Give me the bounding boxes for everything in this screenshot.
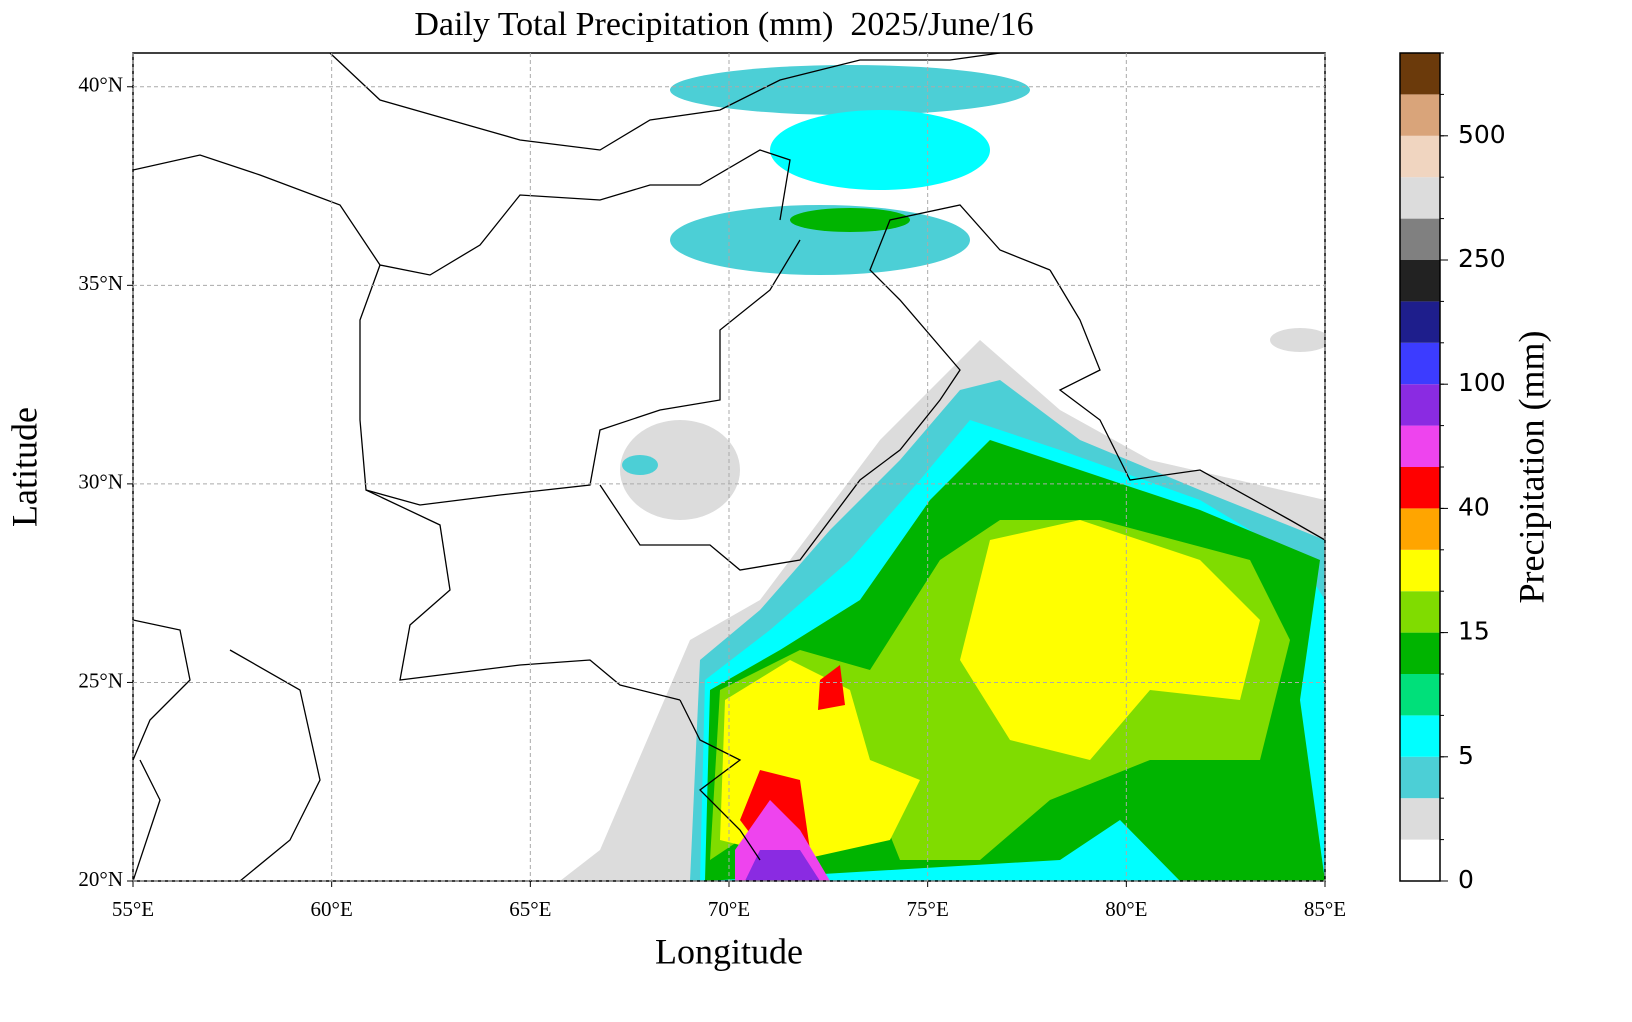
- colorbar-tick-label: 40: [1458, 492, 1490, 521]
- map-title: Daily Total Precipitation (mm) 2025/June…: [414, 6, 1033, 43]
- colorbar-tick-label: 250: [1458, 244, 1506, 273]
- x-tick-label: 70°E: [708, 897, 750, 921]
- x-tick-label: 65°E: [509, 897, 551, 921]
- colorbar-bin: [1400, 53, 1440, 95]
- colorbar-bin: [1400, 218, 1440, 260]
- colorbar-bin: [1400, 839, 1440, 881]
- colorbar-bin: [1400, 177, 1440, 219]
- colorbar-bin: [1400, 467, 1440, 509]
- colorbar-tick-label: 500: [1458, 120, 1506, 149]
- colorbar-bin: [1400, 94, 1440, 136]
- colorbar-bin: [1400, 756, 1440, 799]
- x-tick-label: 60°E: [311, 897, 353, 921]
- colorbar-bin: [1400, 715, 1440, 757]
- colorbar-tick-label: 15: [1458, 617, 1490, 646]
- colorbar-bin: [1400, 508, 1440, 550]
- y-tick-label: 25°N: [78, 668, 123, 692]
- x-axis-label: Longitude: [655, 931, 803, 971]
- colorbar-bin: [1400, 135, 1440, 178]
- colorbar-bin: [1400, 674, 1440, 716]
- colorbar-bin: [1400, 798, 1440, 840]
- y-tick-label: 35°N: [78, 271, 123, 295]
- precipitation-field: [560, 65, 1325, 881]
- colorbar-bin: [1400, 301, 1440, 343]
- colorbar-bin: [1400, 632, 1440, 674]
- colorbar-tick-label: 0: [1458, 865, 1474, 894]
- colorbar-bin: [1400, 342, 1440, 385]
- y-tick-label: 30°N: [78, 470, 123, 494]
- colorbar-bin: [1400, 384, 1440, 426]
- colorbar-tick-label: 5: [1458, 741, 1474, 770]
- y-axis-label: Latitude: [4, 407, 44, 527]
- colorbar-bin: [1400, 591, 1440, 633]
- colorbar-label: Precipitation (mm): [1511, 331, 1551, 604]
- colorbar-bin: [1400, 260, 1440, 302]
- colorbar-tick-label: 100: [1458, 368, 1506, 397]
- x-tick-label: 80°E: [1105, 897, 1147, 921]
- colorbar-bin: [1400, 425, 1440, 467]
- colorbar-frame: [1399, 52, 1441, 882]
- colorbar-bin: [1400, 549, 1440, 592]
- x-tick-label: 75°E: [907, 897, 949, 921]
- y-tick-label: 20°N: [78, 867, 123, 891]
- country-borders: [133, 53, 1325, 881]
- y-tick-label: 40°N: [78, 73, 123, 97]
- x-tick-label: 85°E: [1304, 897, 1346, 921]
- x-tick-label: 55°E: [112, 897, 154, 921]
